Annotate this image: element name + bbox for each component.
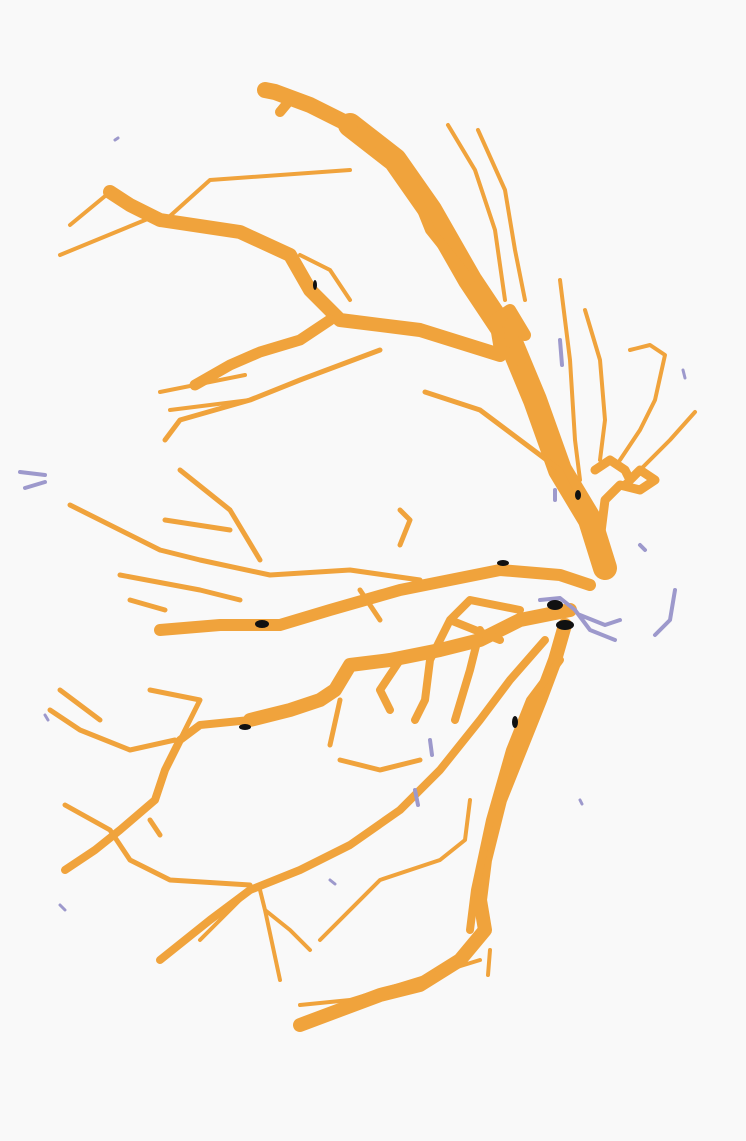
crossing (575, 490, 581, 500)
crossing (497, 560, 509, 566)
vessel (61, 716, 254, 874)
vessel (189, 314, 336, 391)
vessel (67, 467, 423, 623)
crossing-layer (239, 280, 581, 730)
artery-layer (47, 82, 697, 1032)
crossing (512, 716, 518, 728)
vessel (327, 697, 423, 773)
vessel (446, 123, 527, 302)
crossing (313, 280, 317, 290)
crossing (239, 724, 251, 730)
vessel (489, 304, 531, 366)
vessel (58, 168, 352, 412)
vessel (198, 798, 492, 1007)
vessel (47, 687, 253, 888)
crossing (255, 620, 269, 628)
vessel (275, 95, 295, 117)
vessel (103, 185, 507, 362)
crossing (547, 600, 563, 610)
vessel (156, 636, 549, 964)
vessel (376, 596, 524, 724)
vessel (293, 618, 572, 1032)
crossing (556, 620, 574, 630)
vessel (422, 389, 578, 503)
vein (18, 338, 677, 807)
vein-layer (18, 136, 687, 912)
vessel (154, 564, 596, 636)
vessel (590, 455, 660, 545)
vein (43, 136, 687, 912)
vessel (375, 145, 475, 285)
vessel (466, 656, 564, 934)
vessel (558, 278, 697, 492)
vessel (243, 603, 577, 727)
